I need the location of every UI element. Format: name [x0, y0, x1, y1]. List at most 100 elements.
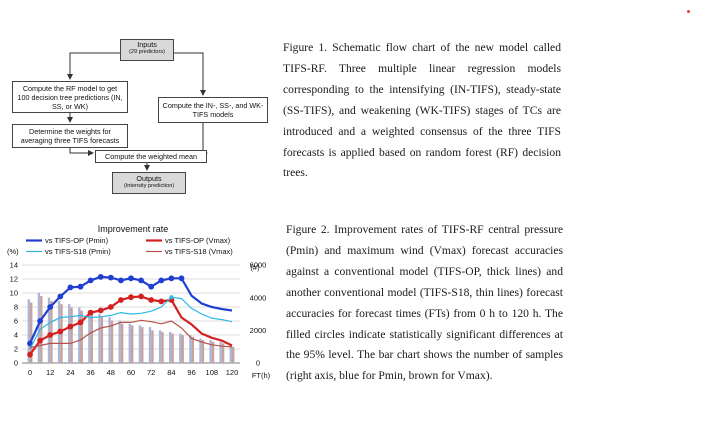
chart-svg: Improvement rate vs TIFS-OP (Pmin) vs TIF…: [7, 224, 271, 380]
sample-bar: [90, 314, 93, 363]
sample-bar: [181, 335, 184, 363]
sample-bar: [148, 327, 152, 363]
figure2-caption: Figure 2. Improvement rates of TIFS-RF c…: [286, 223, 563, 383]
inputs-subtitle: (29 predictors): [128, 49, 166, 55]
x-tick-label: 0: [28, 368, 32, 377]
sample-bar: [70, 307, 73, 363]
sample-bar: [141, 327, 144, 363]
weights-box: Determine the weights for averaging thre…: [12, 124, 128, 148]
x-axis-label: FT(h): [252, 371, 271, 380]
significant-point: [67, 323, 74, 330]
sample-bar: [30, 302, 33, 363]
sample-bar: [179, 333, 182, 363]
x-tick-label: 60: [127, 368, 135, 377]
significant-point: [77, 319, 84, 326]
sample-bar: [88, 310, 91, 363]
significant-point: [57, 328, 64, 335]
significant-point: [138, 277, 145, 284]
y-tick-label: 8: [14, 303, 18, 312]
y-tick-label: 10: [10, 289, 18, 298]
x-tick-label: 12: [46, 368, 54, 377]
sample-bar: [110, 320, 114, 363]
rf-model-box: Compute the RF model to get 100 decision…: [12, 81, 128, 113]
sample-bar: [78, 307, 81, 363]
improvement-rate-chart: Improvement rate vs TIFS-OP (Pmin) vs TIF…: [0, 220, 272, 430]
legend-label: vs TIFS-OP (Vmax): [165, 236, 231, 245]
figure1-caption: Figure 1. Schematic flow chart of the ne…: [283, 41, 561, 180]
y2-tick-label: 0: [256, 359, 260, 368]
sample-bar: [40, 296, 43, 363]
significant-point: [77, 283, 84, 290]
significant-point: [47, 332, 54, 338]
sample-bar: [171, 333, 174, 363]
sample-bar: [47, 297, 51, 363]
red-dot-marker: [687, 10, 690, 13]
sample-bar: [120, 323, 124, 363]
significant-point: [168, 275, 175, 282]
x-tick-label: 96: [187, 368, 195, 377]
x-tick-label: 36: [86, 368, 94, 377]
significant-point: [138, 293, 145, 300]
x-tick-label: 120: [226, 368, 239, 377]
y2-tick-label: 6000: [250, 261, 267, 270]
sample-bar: [229, 345, 232, 363]
outputs-title: Outputs: [136, 174, 162, 183]
significant-point: [128, 294, 134, 301]
sample-bar: [50, 300, 53, 363]
significant-point: [128, 275, 134, 282]
sample-bar: [158, 330, 162, 363]
significant-point: [27, 340, 33, 347]
chart-legend: vs TIFS-OP (Pmin) vs TIFS-OP (Vmax) vs TIF…: [26, 236, 233, 256]
series-line: [29, 296, 233, 350]
y-tick-label: 12: [10, 275, 18, 284]
significant-point: [87, 309, 94, 316]
sample-bar: [118, 320, 121, 363]
flowchart-figure: Inputs (29 predictors) Compute the RF mo…: [0, 0, 270, 205]
sample-bar: [80, 310, 83, 363]
significant-point: [118, 297, 124, 303]
x-tick-label: 72: [147, 368, 155, 377]
inputs-title: Inputs: [137, 40, 157, 49]
y-tick-label: 0: [14, 359, 18, 368]
y2-axis-label: (#): [250, 263, 260, 272]
y2-tick-label: 4000: [250, 293, 267, 302]
sample-bar: [37, 292, 41, 363]
sample-bar: [201, 340, 205, 363]
chart-title: Improvement rate: [98, 224, 169, 234]
significant-point: [37, 337, 43, 344]
sample-bar: [191, 336, 194, 363]
significant-point: [158, 277, 165, 284]
significant-point: [27, 351, 33, 358]
series-line: [29, 319, 233, 349]
sample-bar: [221, 343, 225, 363]
tifs-models-box: Compute the IN-, SS-, and WK-TIFS models: [158, 97, 268, 123]
x-tick-label: 108: [206, 368, 219, 377]
significant-point: [178, 275, 185, 282]
significant-point: [118, 277, 124, 284]
outputs-box: Outputs (Intensity prediction): [112, 172, 186, 194]
sample-bar: [128, 323, 131, 363]
weighted-mean-box: Compute the weighted mean: [95, 150, 207, 163]
sample-bar: [68, 304, 71, 363]
significant-point: [97, 274, 104, 280]
legend-label: vs TIFS-S18 (Pmin): [45, 247, 111, 256]
significant-point: [97, 307, 104, 314]
legend-label: vs TIFS-S18 (Vmax): [165, 247, 233, 256]
significant-point: [37, 318, 43, 324]
sample-bar: [108, 317, 111, 363]
significant-point: [87, 277, 94, 284]
significant-point: [57, 293, 64, 300]
sample-bar: [100, 317, 104, 363]
significant-point: [148, 283, 155, 290]
sample-bar: [98, 314, 101, 363]
sample-bar: [209, 340, 212, 363]
sample-bar: [131, 325, 134, 363]
significant-point: [107, 304, 114, 310]
y2-tick-label: 2000: [250, 326, 267, 335]
y-tick-label: 6: [14, 317, 18, 326]
sample-bar: [27, 299, 30, 363]
sample-bar: [151, 330, 154, 363]
sample-bar: [199, 338, 202, 363]
sample-bar: [189, 335, 192, 363]
y-tick-label: 2: [14, 345, 18, 354]
